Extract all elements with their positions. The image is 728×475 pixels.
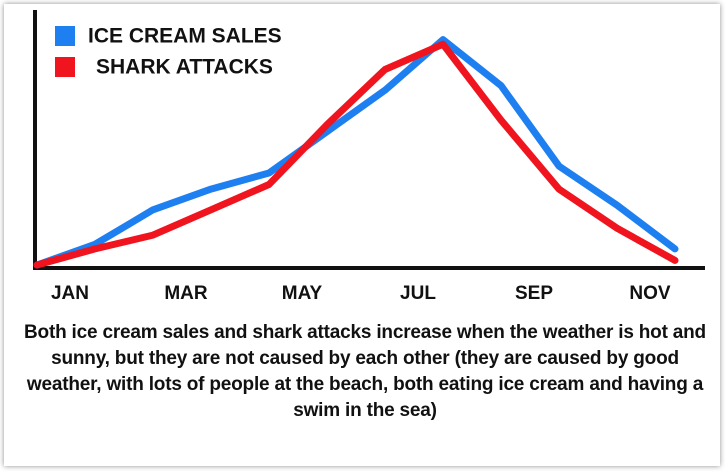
x-tick-label: JAN: [51, 283, 89, 304]
x-tick-label: MAY: [282, 283, 323, 304]
x-tick-label: MAR: [164, 283, 208, 304]
caption: Both ice cream sales and shark attacks i…: [24, 322, 706, 421]
x-tick-label: NOV: [629, 283, 671, 304]
x-tick-label: JUL: [400, 283, 436, 304]
x-tick-label: SEP: [515, 283, 553, 304]
legend-label: SHARK ATTACKS: [96, 56, 273, 79]
legend-label: ICE CREAM SALES: [88, 25, 282, 48]
legend-swatch: [55, 26, 75, 46]
card: [4, 4, 720, 466]
series-line: [33, 40, 679, 269]
legend-swatch: [55, 57, 75, 77]
series-line: [33, 36, 679, 269]
